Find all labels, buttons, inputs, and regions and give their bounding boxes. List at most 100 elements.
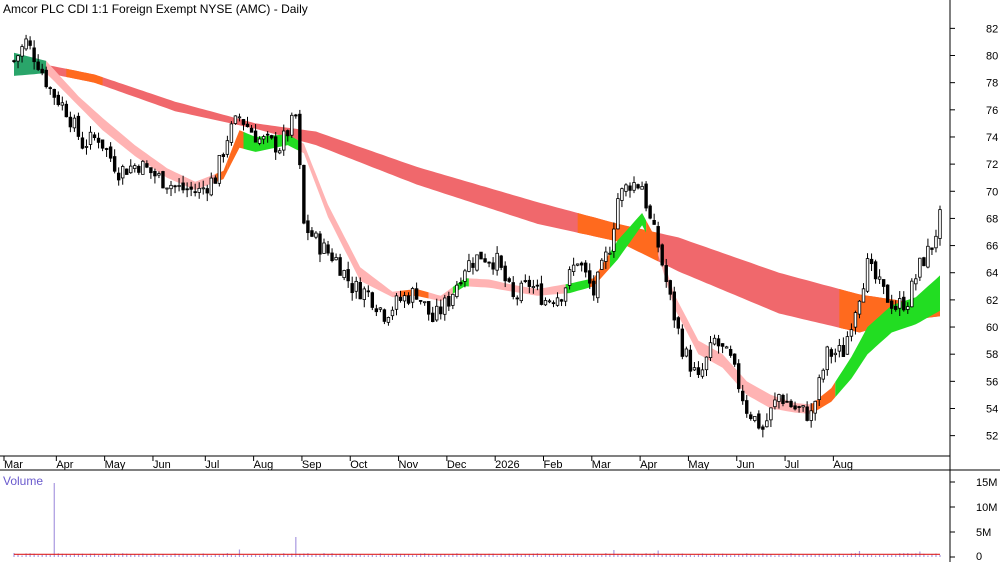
candle-body bbox=[116, 172, 121, 181]
candle-body bbox=[161, 171, 165, 189]
candle-body bbox=[745, 400, 749, 414]
x-tick-label: May bbox=[688, 459, 709, 471]
candle-body bbox=[515, 297, 519, 300]
candle-body bbox=[334, 257, 338, 261]
candle-body bbox=[938, 209, 942, 239]
candle-body bbox=[902, 296, 906, 311]
candle-body bbox=[640, 186, 644, 190]
candle-body bbox=[596, 271, 600, 299]
candle-body bbox=[728, 349, 733, 356]
candle-body bbox=[265, 133, 270, 136]
short-term-ema-band-segment bbox=[243, 131, 300, 152]
candle-body bbox=[261, 136, 266, 140]
candle-body bbox=[793, 405, 797, 410]
candle-body bbox=[660, 244, 664, 266]
candle-body bbox=[668, 280, 672, 295]
candle-body bbox=[628, 185, 632, 191]
candle-body bbox=[157, 173, 161, 176]
candle-body bbox=[28, 40, 32, 46]
short-term-ema-band-segment bbox=[468, 278, 566, 296]
candle-body bbox=[282, 130, 286, 151]
candle-body bbox=[169, 184, 173, 190]
candle-body bbox=[451, 293, 455, 306]
candle-body bbox=[426, 301, 431, 315]
candle-body bbox=[104, 148, 109, 150]
candle-body bbox=[555, 297, 560, 306]
candle-body bbox=[757, 413, 761, 429]
candle-body bbox=[579, 262, 584, 266]
x-tick-label: Aug bbox=[254, 459, 274, 471]
candle-body bbox=[833, 352, 838, 356]
x-tick-label: Mar bbox=[592, 459, 611, 471]
candle-body bbox=[503, 265, 507, 282]
candle-body bbox=[688, 349, 693, 372]
candle-body bbox=[918, 257, 922, 278]
candle-body bbox=[680, 328, 685, 357]
short-term-ema-band-segment bbox=[646, 220, 659, 256]
candle-body bbox=[36, 61, 40, 70]
candle-body bbox=[394, 295, 399, 310]
candle-body bbox=[435, 305, 439, 321]
candle-body bbox=[511, 282, 515, 297]
candle-body bbox=[382, 309, 387, 322]
candle-body bbox=[749, 414, 753, 420]
candle-body bbox=[398, 296, 403, 301]
candle-body bbox=[173, 185, 177, 188]
candle-body bbox=[922, 257, 926, 267]
candle-body bbox=[612, 228, 616, 252]
candle-body bbox=[100, 139, 105, 149]
candle-body bbox=[588, 270, 592, 284]
candle-body bbox=[910, 280, 914, 308]
candle-body bbox=[273, 136, 278, 153]
candle-body bbox=[402, 295, 407, 302]
candle-body bbox=[233, 115, 238, 124]
candle-body bbox=[213, 177, 218, 184]
candle-body bbox=[885, 284, 890, 303]
long-term-ema-band-segment bbox=[66, 68, 103, 86]
x-tick-label: Sep bbox=[302, 459, 322, 471]
candle-body bbox=[616, 198, 620, 230]
candle-body bbox=[865, 258, 870, 292]
short-term-ema-band-segment bbox=[215, 160, 228, 183]
short-term-ema-band-segment bbox=[428, 287, 453, 302]
short-term-ema-band-segment bbox=[811, 381, 836, 414]
x-tick-label: Jul bbox=[205, 459, 219, 471]
x-tick-label: 2026 bbox=[495, 459, 519, 471]
candle-body bbox=[60, 102, 65, 106]
x-tick-label: May bbox=[105, 459, 126, 471]
candle-body bbox=[378, 307, 383, 310]
y-tick-label: 58 bbox=[986, 349, 998, 361]
x-tick-label: Oct bbox=[350, 459, 367, 471]
candle-body bbox=[217, 154, 222, 184]
candle-body bbox=[732, 353, 737, 365]
short-term-ema-band-segment bbox=[565, 279, 590, 294]
candle-body bbox=[358, 282, 362, 300]
candle-body bbox=[294, 114, 298, 117]
candle-body bbox=[414, 288, 419, 300]
y-tick-label: 80 bbox=[986, 51, 998, 63]
candle-body bbox=[821, 369, 825, 380]
long-term-ema-band-segment bbox=[577, 213, 659, 262]
candle-body bbox=[930, 247, 934, 250]
candle-body bbox=[765, 420, 769, 428]
candle-body bbox=[269, 135, 274, 139]
candle-body bbox=[873, 261, 878, 280]
candle-body bbox=[12, 60, 16, 63]
y-tick-label: 72 bbox=[986, 159, 998, 171]
candle-body bbox=[52, 88, 56, 98]
candle-body bbox=[459, 282, 463, 285]
candle-body bbox=[813, 400, 817, 414]
volume-panel-label: Volume bbox=[3, 474, 44, 488]
candle-body bbox=[410, 288, 415, 303]
candle-body bbox=[547, 300, 552, 303]
y-tick-label: 62 bbox=[986, 295, 998, 307]
x-tick-label: Apr bbox=[56, 459, 73, 471]
candle-body bbox=[753, 415, 757, 421]
candle-body bbox=[310, 230, 314, 237]
candle-body bbox=[362, 288, 366, 300]
candle-body bbox=[761, 426, 765, 430]
long-term-ema-band bbox=[14, 58, 940, 333]
candle-body bbox=[869, 258, 874, 265]
candle-body bbox=[684, 348, 689, 357]
candle-body bbox=[302, 164, 306, 224]
